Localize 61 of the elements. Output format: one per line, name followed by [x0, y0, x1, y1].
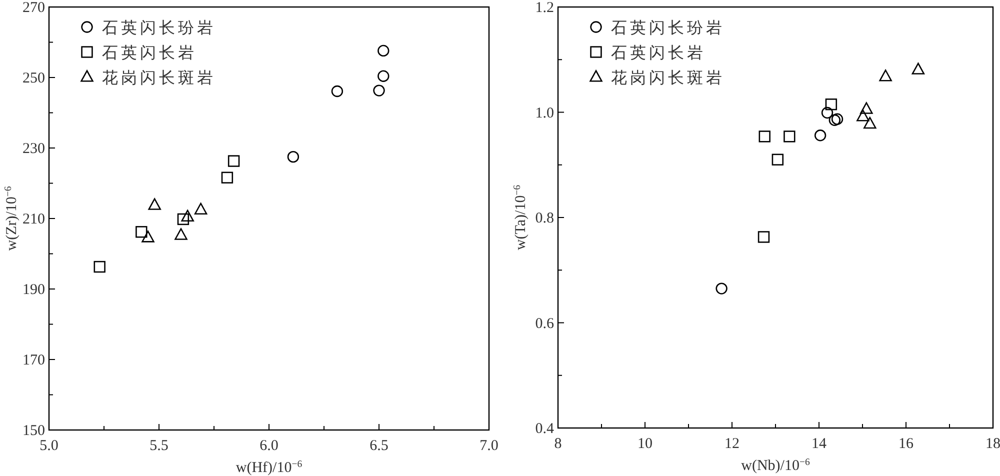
point [142, 230, 154, 242]
y-tick-label: 1.2 [535, 0, 554, 16]
point [758, 231, 770, 243]
point [331, 85, 344, 98]
x-tick-label: 5.5 [150, 438, 168, 454]
legend-label: 石英闪长玢岩 [611, 19, 725, 37]
point [821, 106, 834, 119]
y-tick-label: 250 [22, 70, 45, 86]
point [378, 44, 390, 57]
legend-label: 石英闪长岩 [102, 44, 197, 62]
y-tick-label: 150 [22, 423, 45, 439]
x-axis-title: w(Nb)/10$^{−6}$ [741, 456, 810, 474]
point [828, 114, 841, 126]
legend-label: 石英闪长玢岩 [102, 19, 216, 37]
point [716, 282, 728, 294]
x-tick-label: 6.5 [370, 438, 388, 454]
point [177, 213, 190, 226]
y-tick-label: 0.8 [535, 210, 554, 226]
point [860, 102, 873, 114]
point [148, 198, 161, 210]
point [194, 202, 208, 214]
point [784, 130, 796, 142]
x-tick-label: 6.0 [260, 438, 278, 454]
point [825, 98, 838, 110]
point [831, 113, 844, 125]
point [378, 70, 390, 82]
legend-label: 石英闪长岩 [611, 44, 706, 62]
x-tick-label: 14 [812, 436, 827, 452]
point [174, 228, 188, 240]
point [864, 116, 876, 129]
point [94, 260, 106, 273]
point [181, 210, 194, 222]
x-tick-label: 18 [986, 436, 1000, 452]
x-tick-label: 8 [554, 436, 562, 452]
y-tick-label: 1.0 [535, 105, 554, 122]
point [772, 154, 784, 166]
y-tick-label: 190 [22, 282, 45, 298]
point [758, 130, 770, 142]
legend-label: 花岗闪长斑岩 [102, 69, 216, 87]
x-tick-label: 10 [638, 436, 652, 452]
point [221, 172, 234, 184]
y-tick-label: 230 [22, 141, 45, 157]
y-tick-label: 0.6 [535, 316, 554, 332]
point [879, 70, 892, 82]
y-tick-label: 0.4 [535, 421, 554, 437]
point [136, 226, 148, 238]
x-tick-label: 5.0 [40, 438, 58, 454]
point [228, 155, 240, 167]
x-tick-label: 12 [724, 436, 740, 452]
point [856, 110, 870, 122]
y-tick-label: 270 [22, 0, 45, 16]
point [814, 130, 826, 142]
y-tick-label: 170 [22, 352, 45, 368]
legend-label: 花岗闪长斑岩 [611, 69, 725, 87]
point [287, 150, 300, 163]
x-tick-label: 7.0 [480, 438, 498, 454]
y-tick-label: 210 [22, 212, 45, 228]
point [373, 84, 385, 96]
x-axis-title: w(Hf)/10$^{−6}$ [236, 458, 302, 476]
point [912, 62, 925, 74]
x-tick-label: 16 [898, 436, 914, 452]
